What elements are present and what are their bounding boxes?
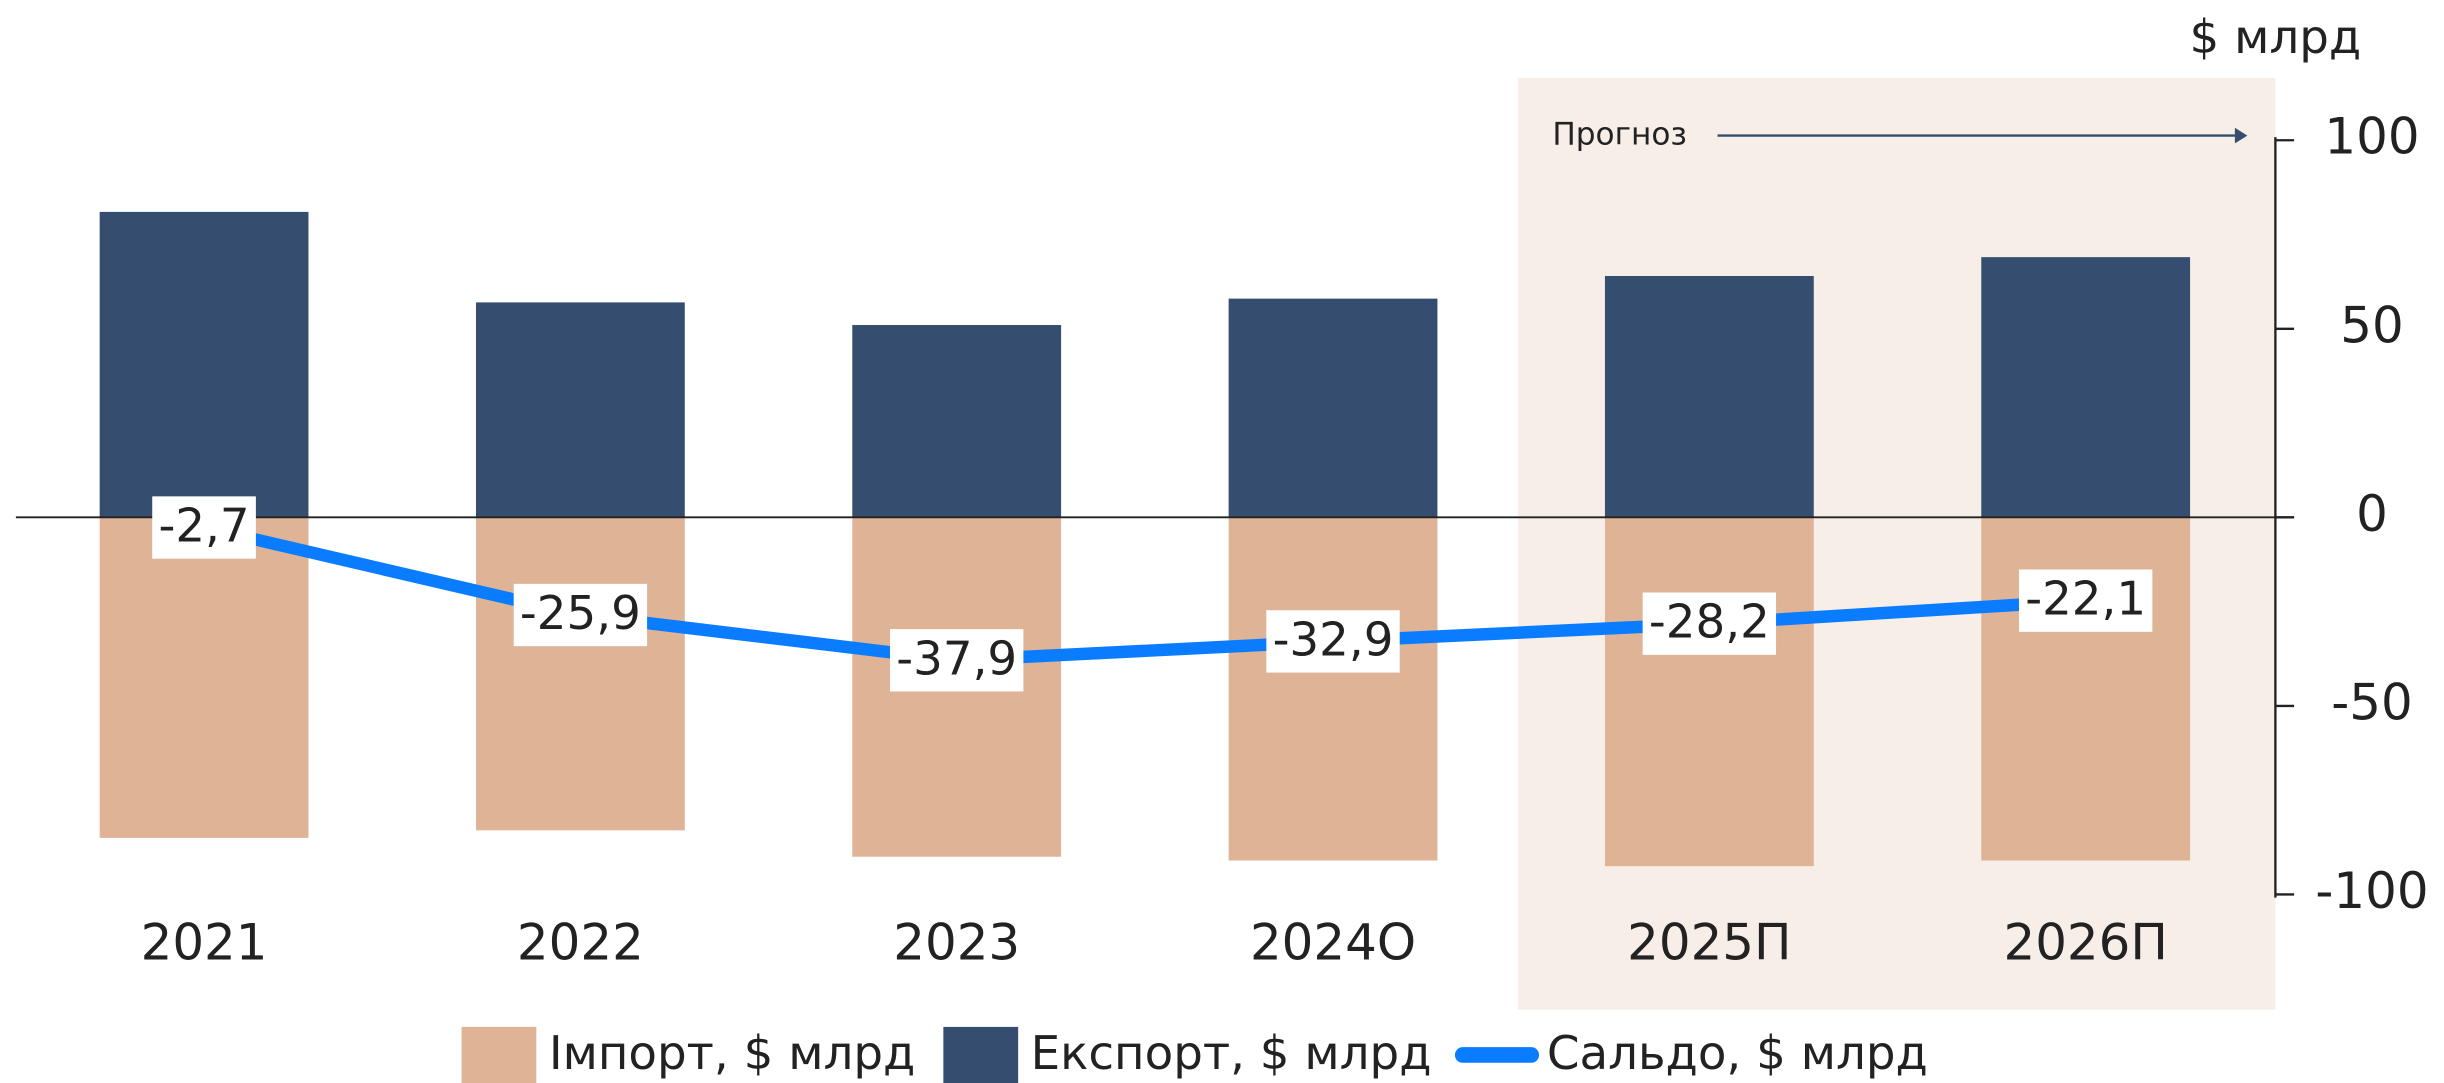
data-label: -22,1 xyxy=(2018,569,2153,632)
bar xyxy=(475,517,685,831)
bar xyxy=(1604,517,1814,867)
legend-label: Імпорт, $ млрд xyxy=(549,1027,915,1081)
data-label-text: -28,2 xyxy=(1649,596,1770,650)
x-tick-label: 2021 xyxy=(141,913,268,971)
legend-swatch xyxy=(943,1026,1019,1083)
data-label: -32,9 xyxy=(1266,610,1400,673)
x-tick-label: 2026П xyxy=(2003,913,2167,971)
bar xyxy=(1228,517,1438,861)
bar xyxy=(1228,298,1438,518)
data-label: -28,2 xyxy=(1642,592,1777,655)
data-label-box xyxy=(890,629,1024,692)
y-tick-label: -100 xyxy=(2315,862,2428,920)
data-label-text: -32,9 xyxy=(1273,613,1394,667)
x-tick-label: 2024О xyxy=(1250,913,1416,971)
data-label-text: -22,1 xyxy=(2025,573,2146,627)
data-label: -25,9 xyxy=(513,583,648,647)
data-label-box xyxy=(2018,569,2153,632)
y-axis-unit: $ млрд xyxy=(2190,11,2362,65)
forecast-label: Прогноз xyxy=(1552,117,1687,153)
bar xyxy=(99,517,309,838)
bar xyxy=(1981,257,2191,518)
bar xyxy=(99,211,309,518)
data-label-box xyxy=(1642,592,1777,655)
x-tick-label: 2023 xyxy=(893,913,1020,971)
legend-label: Експорт, $ млрд xyxy=(1031,1027,1432,1081)
x-tick-label: 2025П xyxy=(1627,913,1791,971)
data-label-text: -25,9 xyxy=(520,587,641,641)
data-label-box xyxy=(1266,610,1400,673)
y-tick-label: 50 xyxy=(2340,296,2403,354)
data-label: -2,7 xyxy=(152,496,256,559)
bar xyxy=(1604,276,1814,518)
bar xyxy=(1981,517,2191,861)
legend-swatch xyxy=(461,1026,537,1083)
data-label-text: -37,9 xyxy=(896,632,1017,686)
data-label-box xyxy=(513,583,648,647)
x-tick-label: 2022 xyxy=(517,913,644,971)
legend-label: Сальдо, $ млрд xyxy=(1547,1027,1928,1081)
forecast-arrowhead xyxy=(2234,127,2248,144)
y-tick-label: 0 xyxy=(2356,485,2388,543)
bar xyxy=(475,302,685,518)
bar xyxy=(852,325,1062,518)
y-tick-label: 100 xyxy=(2324,108,2419,166)
data-label-text: -2,7 xyxy=(158,500,249,554)
data-label: -37,9 xyxy=(890,629,1024,692)
y-tick-label: -50 xyxy=(2331,673,2412,731)
data-label-box xyxy=(152,496,256,559)
